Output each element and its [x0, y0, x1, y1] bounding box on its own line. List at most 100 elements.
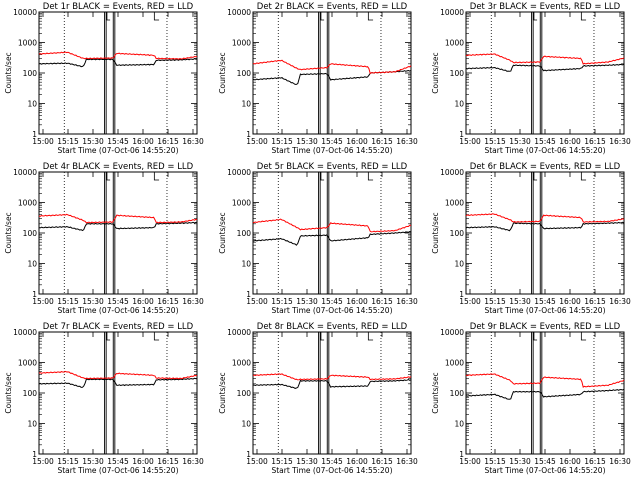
- x-tick-label: 15:45: [321, 457, 343, 466]
- flag-marker: [106, 332, 111, 341]
- x-tick-label: 16:15: [157, 137, 179, 146]
- panel-title: Det 6r BLACK = Events, RED = LLD: [470, 162, 621, 172]
- x-tick-label: 16:00: [559, 297, 581, 306]
- x-tick-label: 15:15: [57, 137, 79, 146]
- x-tick-label: 15:15: [484, 297, 506, 306]
- y-tick-label: 1000: [232, 39, 251, 48]
- y-tick-label: 10000: [440, 328, 464, 337]
- x-tick-label: 15:15: [57, 297, 79, 306]
- plot-frame: [465, 171, 625, 295]
- series-line-events: [38, 58, 197, 68]
- x-tick-label: 15:45: [534, 137, 556, 146]
- panel-title: Det 5r BLACK = Events, RED = LLD: [257, 162, 408, 172]
- y-tick-label: 10000: [440, 168, 464, 177]
- series-line-lld: [38, 213, 198, 224]
- y-tick-label: 10000: [227, 8, 251, 17]
- x-tick-label: 16:00: [132, 297, 154, 306]
- panel-1: Det 1r BLACK = Events, RED = LLD 1 10 100 10…: [4, 2, 204, 155]
- y-tick-label: 10: [241, 260, 251, 269]
- flag-marker: [580, 332, 587, 341]
- flag-marker: [320, 12, 325, 21]
- y-tick-label: 1000: [18, 39, 37, 48]
- y-tick-label: 100: [23, 389, 38, 398]
- panel-5: Det 5r BLACK = Events, RED = LLD 1 10 100 10…: [218, 162, 418, 315]
- flag-marker: [367, 332, 374, 341]
- x-tick-label: 15:00: [246, 297, 268, 306]
- plot-frame: [38, 11, 198, 135]
- x-tick-label: 16:30: [609, 297, 631, 306]
- y-tick-label: 1: [459, 290, 464, 299]
- x-tick-label: 15:15: [271, 137, 293, 146]
- x-tick-label: 15:00: [32, 137, 54, 146]
- series-line-events: [465, 63, 625, 72]
- x-tick-label: 16:30: [182, 137, 204, 146]
- y-tick-label: 10000: [13, 8, 37, 17]
- x-tick-label: 15:00: [459, 457, 481, 466]
- y-tick-label: 1: [32, 450, 37, 459]
- y-tick-label: 1000: [18, 359, 37, 368]
- plot-frame: [465, 11, 625, 135]
- x-tick-label: 15:45: [321, 297, 343, 306]
- y-axis-label: Counts/sec: [431, 372, 440, 413]
- flag-marker: [106, 172, 111, 181]
- y-tick-label: 100: [237, 69, 252, 78]
- x-tick-label: 15:30: [82, 297, 104, 306]
- x-tick-label: 15:30: [296, 297, 318, 306]
- x-tick-label: 15:45: [107, 297, 129, 306]
- y-tick-label: 10000: [227, 328, 251, 337]
- panel-title: Det 4r BLACK = Events, RED = LLD: [43, 162, 194, 172]
- y-tick-label: 1000: [445, 359, 464, 368]
- y-tick-label: 10: [27, 260, 37, 269]
- x-tick-label: 15:00: [32, 457, 54, 466]
- y-axis-label: Counts/sec: [4, 212, 13, 253]
- flag-marker: [153, 172, 160, 181]
- x-tick-label: 16:15: [584, 297, 606, 306]
- x-tick-label: 16:30: [182, 457, 204, 466]
- x-tick-label: 15:30: [82, 457, 104, 466]
- flag-marker: [153, 12, 160, 21]
- y-tick-label: 100: [237, 229, 252, 238]
- panel-title: Det 7r BLACK = Events, RED = LLD: [43, 322, 194, 332]
- x-tick-label: 16:30: [182, 297, 204, 306]
- x-tick-label: 15:45: [321, 137, 343, 146]
- x-axis-label: Start Time (07-Oct-06 14:55:20): [484, 466, 605, 475]
- x-tick-label: 15:15: [484, 457, 506, 466]
- x-tick-label: 15:45: [107, 137, 129, 146]
- y-tick-label: 100: [450, 229, 465, 238]
- y-tick-label: 100: [23, 229, 38, 238]
- x-tick-label: 15:00: [246, 457, 268, 466]
- x-tick-label: 15:30: [82, 137, 104, 146]
- y-tick-label: 1000: [232, 359, 251, 368]
- x-tick-label: 16:15: [584, 457, 606, 466]
- y-tick-label: 10: [27, 100, 37, 109]
- panel-4: Det 4r BLACK = Events, RED = LLD 1 10 100 10…: [4, 162, 204, 315]
- y-tick-label: 100: [237, 389, 252, 398]
- y-tick-label: 100: [23, 69, 38, 78]
- x-tick-label: 16:15: [371, 297, 393, 306]
- series-line-events: [252, 230, 412, 246]
- series-line-lld: [252, 59, 412, 75]
- plot-frame: [38, 171, 198, 295]
- x-tick-label: 15:00: [459, 137, 481, 146]
- y-axis-label: Counts/sec: [218, 212, 227, 253]
- y-axis-label: Counts/sec: [4, 372, 13, 413]
- plot-frame: [252, 331, 412, 455]
- x-tick-label: 16:00: [346, 137, 368, 146]
- x-tick-label: 15:15: [271, 457, 293, 466]
- y-tick-label: 100: [450, 69, 465, 78]
- x-tick-label: 16:30: [609, 137, 631, 146]
- x-tick-label: 16:15: [157, 457, 179, 466]
- x-tick-label: 16:15: [371, 137, 393, 146]
- flag-marker: [367, 12, 374, 21]
- flag-marker: [533, 172, 538, 181]
- x-axis-label: Start Time (07-Oct-06 14:55:20): [57, 306, 178, 315]
- flag-marker: [153, 332, 160, 341]
- x-tick-label: 16:00: [346, 297, 368, 306]
- y-tick-label: 10000: [13, 328, 37, 337]
- x-tick-label: 16:00: [132, 137, 154, 146]
- y-tick-label: 10: [241, 100, 251, 109]
- x-tick-label: 15:00: [32, 297, 54, 306]
- x-tick-label: 15:00: [459, 297, 481, 306]
- y-tick-label: 1000: [232, 199, 251, 208]
- y-tick-label: 10: [454, 100, 464, 109]
